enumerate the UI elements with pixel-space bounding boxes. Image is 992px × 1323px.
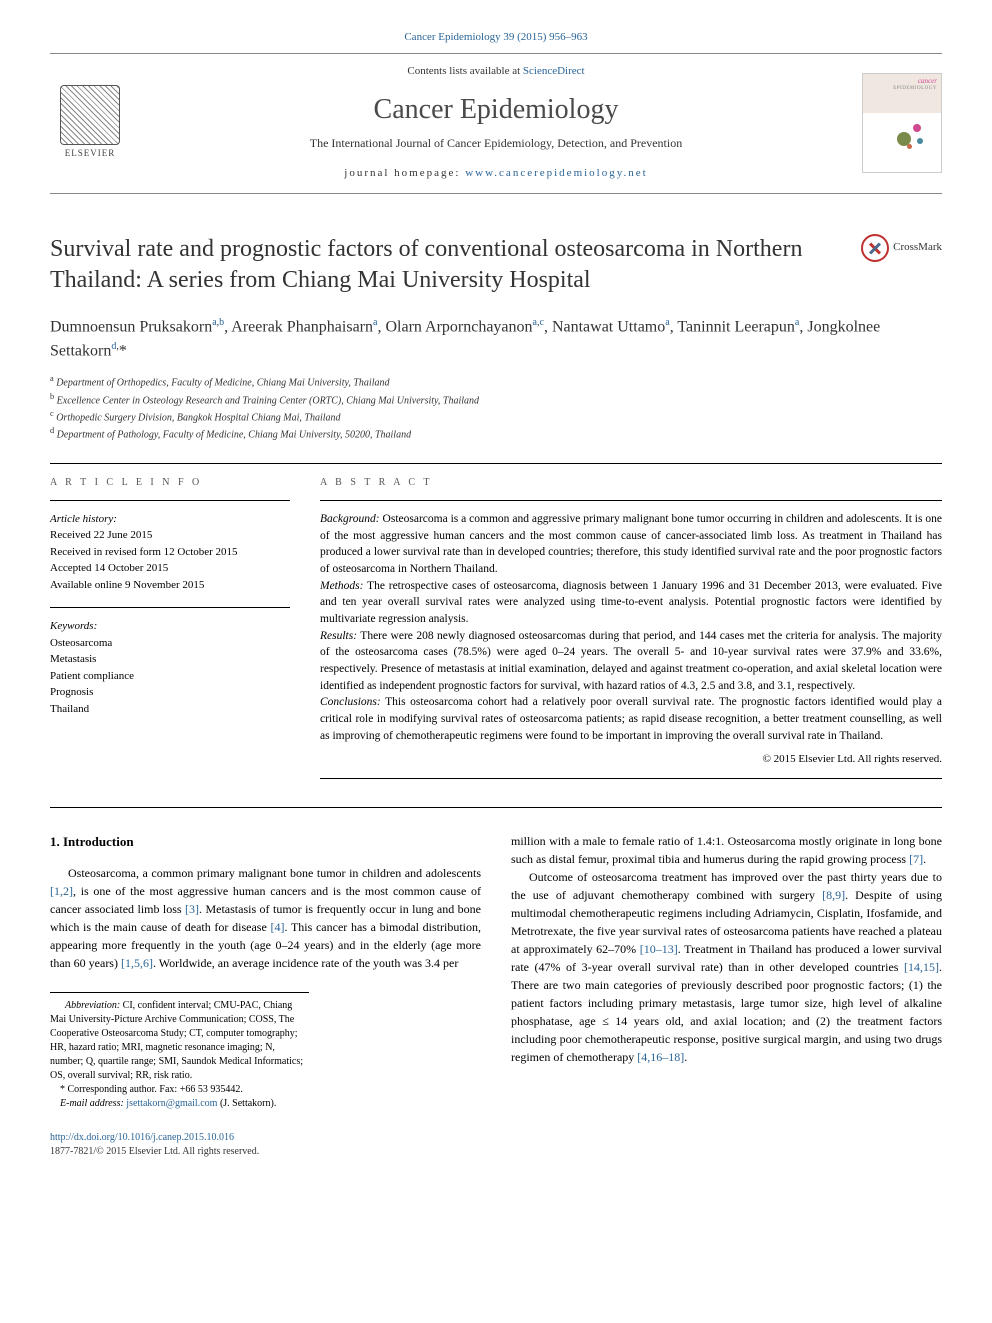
keywords-block: Keywords: Osteosarcoma Metastasis Patien… bbox=[50, 618, 290, 717]
history-label: Article history: bbox=[50, 511, 290, 528]
citation-link[interactable]: [4,16–18] bbox=[637, 1050, 684, 1064]
body-text-span: . There are two main categories of previ… bbox=[511, 960, 942, 1064]
citation-link[interactable]: [8,9] bbox=[822, 888, 845, 902]
body-paragraph: Osteosarcoma, a common primary malignant… bbox=[50, 864, 481, 972]
body-text-span: . Worldwide, an average incidence rate o… bbox=[153, 956, 458, 970]
cover-subtitle-small: EPIDEMIOLOGY bbox=[893, 85, 937, 92]
body-text-span: Osteosarcoma, a common primary malignant… bbox=[68, 866, 481, 880]
doi-block: http://dx.doi.org/10.1016/j.canep.2015.1… bbox=[50, 1131, 942, 1159]
abstract-bg-text: Osteosarcoma is a common and aggressive … bbox=[320, 513, 942, 575]
full-divider bbox=[50, 807, 942, 808]
abstract-conclusions: Conclusions: This osteosarcoma cohort ha… bbox=[320, 694, 942, 744]
keyword: Prognosis bbox=[50, 684, 290, 701]
history-line: Accepted 14 October 2015 bbox=[50, 560, 290, 577]
running-header-link[interactable]: Cancer Epidemiology 39 (2015) 956–963 bbox=[404, 31, 587, 43]
abbreviation-footnote: Abbreviation: CI, confident interval; CM… bbox=[50, 999, 309, 1083]
abstract-heading: A B S T R A C T bbox=[320, 476, 942, 491]
abstract-column: A B S T R A C T Background: Osteosarcoma… bbox=[320, 476, 942, 790]
article-history-block: Article history: Received 22 June 2015 R… bbox=[50, 511, 290, 594]
intro-heading: 1. Introduction bbox=[50, 832, 481, 852]
keyword: Patient compliance bbox=[50, 668, 290, 685]
issn-copyright: 1877-7821/© 2015 Elsevier Ltd. All right… bbox=[50, 1146, 259, 1157]
keywords-label: Keywords: bbox=[50, 618, 290, 635]
body-paragraph: Outcome of osteosarcoma treatment has im… bbox=[511, 868, 942, 1066]
email-link[interactable]: jsettakorn@gmail.com bbox=[126, 1098, 217, 1109]
journal-homepage: journal homepage: www.cancerepidemiology… bbox=[150, 166, 842, 181]
abstract-copyright: © 2015 Elsevier Ltd. All rights reserved… bbox=[320, 752, 942, 768]
header-center: Contents lists available at ScienceDirec… bbox=[130, 64, 862, 181]
body-text-span: . bbox=[923, 852, 926, 866]
citation-link[interactable]: [1,5,6] bbox=[121, 956, 153, 970]
sciencedirect-link[interactable]: ScienceDirect bbox=[523, 65, 585, 77]
corresponding-footnote: * Corresponding author. Fax: +66 53 9354… bbox=[50, 1083, 309, 1097]
affiliations: a Department of Orthopedics, Faculty of … bbox=[50, 373, 942, 442]
info-divider bbox=[50, 500, 290, 501]
abstract-results-text: There were 208 newly diagnosed osteosarc… bbox=[320, 630, 942, 692]
history-line: Received 22 June 2015 bbox=[50, 527, 290, 544]
abbrev-text: CI, confident interval; CMU-PAC, Chiang … bbox=[50, 1000, 303, 1081]
journal-header: ELSEVIER Contents lists available at Sci… bbox=[50, 53, 942, 194]
body-text: 1. Introduction Osteosarcoma, a common p… bbox=[50, 832, 942, 1111]
keyword: Metastasis bbox=[50, 651, 290, 668]
elsevier-label: ELSEVIER bbox=[65, 147, 116, 160]
abbrev-label: Abbreviation: bbox=[65, 1000, 120, 1011]
doi-link[interactable]: http://dx.doi.org/10.1016/j.canep.2015.1… bbox=[50, 1132, 234, 1143]
article-info-heading: A R T I C L E I N F O bbox=[50, 476, 290, 490]
cover-dots-icon bbox=[893, 124, 933, 154]
elsevier-tree-icon bbox=[60, 85, 120, 145]
abstract-bg-label: Background: bbox=[320, 513, 380, 525]
citation-link[interactable]: [3] bbox=[185, 902, 199, 916]
history-line: Received in revised form 12 October 2015 bbox=[50, 544, 290, 561]
journal-title: Cancer Epidemiology bbox=[150, 90, 842, 129]
journal-subtitle: The International Journal of Cancer Epid… bbox=[150, 135, 842, 152]
email-footnote: E-mail address: jsettakorn@gmail.com (J.… bbox=[50, 1097, 309, 1111]
abstract-divider bbox=[320, 500, 942, 501]
body-text-span: million with a male to female ratio of 1… bbox=[511, 834, 942, 866]
article-info-column: A R T I C L E I N F O Article history: R… bbox=[50, 476, 290, 790]
abstract-methods: Methods: The retrospective cases of oste… bbox=[320, 578, 942, 628]
contents-line: Contents lists available at ScienceDirec… bbox=[150, 64, 842, 79]
abstract-results-label: Results: bbox=[320, 630, 357, 642]
abstract-methods-label: Methods: bbox=[320, 580, 363, 592]
abstract-background: Background: Osteosarcoma is a common and… bbox=[320, 511, 942, 578]
body-paragraph: million with a male to female ratio of 1… bbox=[511, 832, 942, 868]
abstract-methods-text: The retrospective cases of osteosarcoma,… bbox=[320, 580, 942, 625]
keyword: Osteosarcoma bbox=[50, 635, 290, 652]
abstract-conclusions-label: Conclusions: bbox=[320, 696, 381, 708]
keyword: Thailand bbox=[50, 701, 290, 718]
elsevier-logo: ELSEVIER bbox=[50, 78, 130, 168]
citation-link[interactable]: [1,2] bbox=[50, 884, 73, 898]
crossmark-icon bbox=[861, 234, 889, 262]
abstract-conclusions-text: This osteosarcoma cohort had a relativel… bbox=[320, 696, 942, 741]
history-line: Available online 9 November 2015 bbox=[50, 577, 290, 594]
authors-line: Dumnoensun Pruksakorna,b, Areerak Phanph… bbox=[50, 315, 942, 364]
article-title: Survival rate and prognostic factors of … bbox=[50, 234, 861, 296]
citation-link[interactable]: [10–13] bbox=[640, 942, 678, 956]
abstract-bottom-divider bbox=[320, 778, 942, 779]
divider bbox=[50, 463, 942, 464]
email-label: E-mail address: bbox=[60, 1098, 126, 1109]
contents-prefix: Contents lists available at bbox=[407, 65, 522, 77]
running-header: Cancer Epidemiology 39 (2015) 956–963 bbox=[50, 30, 942, 45]
citation-link[interactable]: [14,15] bbox=[904, 960, 939, 974]
body-text-span: . bbox=[684, 1050, 687, 1064]
footnote-block: Abbreviation: CI, confident interval; CM… bbox=[50, 992, 309, 1111]
citation-link[interactable]: [7] bbox=[909, 852, 923, 866]
crossmark-badge[interactable]: CrossMark bbox=[861, 234, 942, 262]
journal-cover-thumb: cancer EPIDEMIOLOGY bbox=[862, 73, 942, 173]
email-suffix: (J. Settakorn). bbox=[217, 1098, 276, 1109]
homepage-prefix: journal homepage: bbox=[344, 167, 465, 179]
homepage-link[interactable]: www.cancerepidemiology.net bbox=[465, 167, 648, 179]
citation-link[interactable]: [4] bbox=[270, 920, 284, 934]
info-divider bbox=[50, 607, 290, 608]
abstract-results: Results: There were 208 newly diagnosed … bbox=[320, 628, 942, 695]
crossmark-label: CrossMark bbox=[893, 240, 942, 255]
